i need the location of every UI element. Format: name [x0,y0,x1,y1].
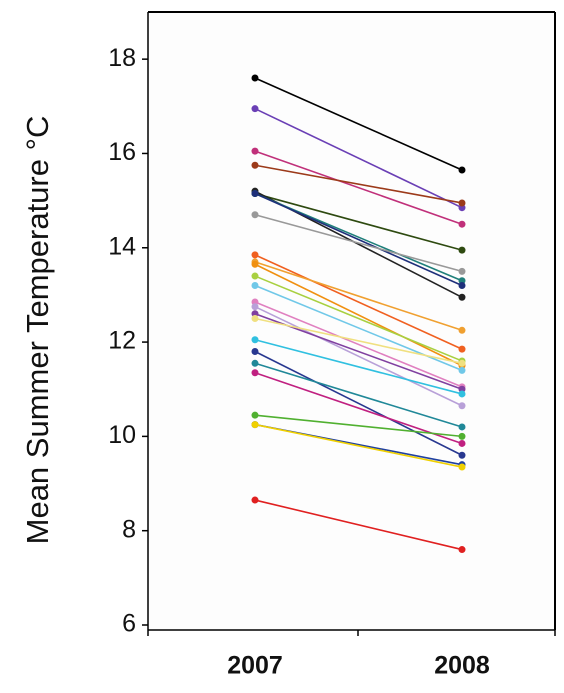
y-tick-label: 6 [122,610,136,638]
point [251,74,259,82]
point [458,366,466,374]
point [251,272,259,280]
point [458,166,466,174]
x-tick-label: 2007 [227,652,283,680]
series-line [254,414,463,438]
plot-area [148,12,555,630]
point [251,421,259,429]
series-line [254,371,463,445]
point [251,336,259,344]
point [251,359,259,367]
series-line [254,305,463,407]
point [458,432,466,440]
series-line [254,213,463,273]
point [458,451,466,459]
y-tick-label: 8 [122,515,136,543]
point [251,260,259,268]
series-line [254,301,463,388]
series-line [254,275,463,362]
point [251,211,259,219]
series-line [254,499,463,551]
point [458,423,466,431]
point [458,439,466,447]
point [458,345,466,353]
point [251,315,259,322]
point [458,220,466,228]
point [251,281,259,289]
point [458,293,466,301]
point [251,105,259,113]
point [251,251,259,259]
point [251,161,259,169]
point [458,402,466,410]
point [458,267,466,275]
series-line [254,192,463,251]
point [458,246,466,254]
series-line [254,164,463,204]
y-axis-label: Mean Summer Temperature °C [20,116,55,545]
series-line [254,350,463,456]
y-tick-label: 14 [108,232,136,260]
point [251,369,259,377]
point [251,411,259,419]
point [458,281,466,289]
x-tick-label: 2008 [434,652,490,680]
point [458,326,466,334]
series-line [254,338,463,395]
series-line [254,192,463,287]
series-line [254,254,463,350]
point [251,496,259,504]
point [251,348,259,356]
series-line [254,423,463,468]
point [251,303,259,311]
point [458,390,466,398]
series-line [254,263,463,367]
series-line [254,362,463,428]
point [458,359,466,367]
y-tick-label: 12 [108,327,136,355]
point [458,199,466,207]
point [458,546,466,554]
series-line [254,261,463,332]
series-line [254,150,463,225]
y-tick-label: 16 [108,138,136,166]
y-tick-label: 18 [108,44,136,72]
point [251,190,259,198]
series-line [254,317,463,365]
point [251,147,259,155]
y-tick-label: 10 [108,421,136,449]
series-line [254,107,463,209]
point [458,463,466,471]
series-line [254,77,463,171]
